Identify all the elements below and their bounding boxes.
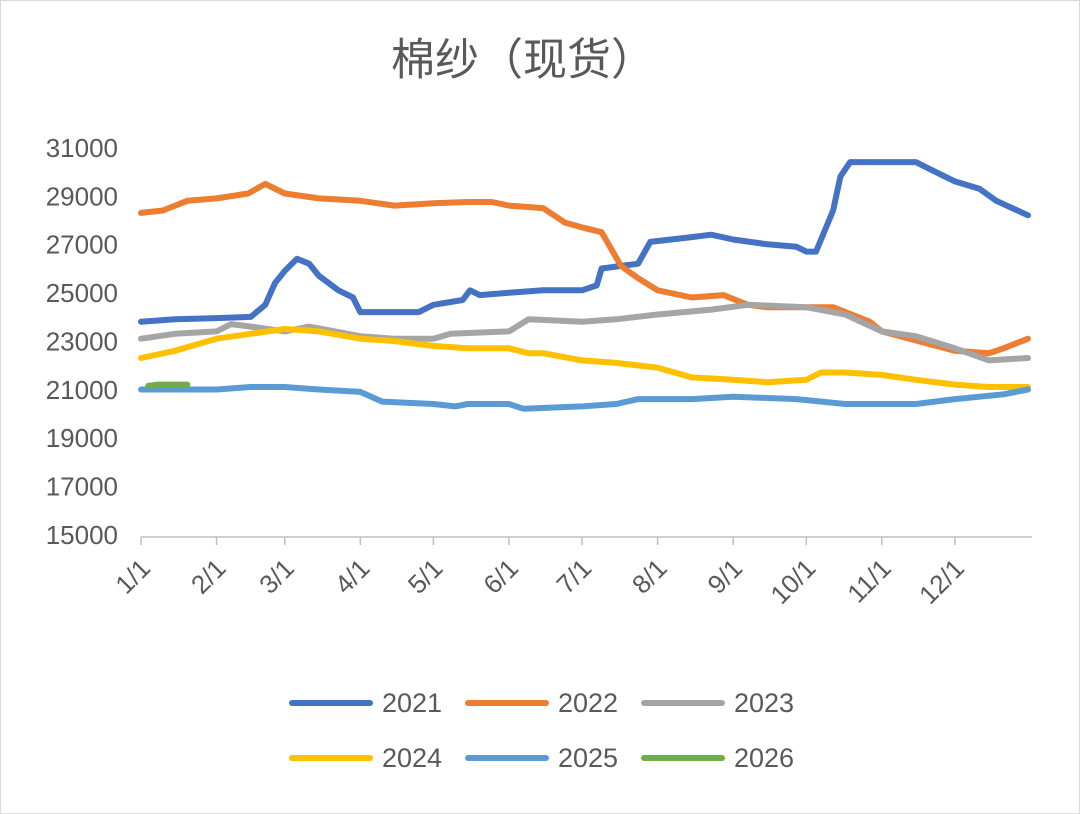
legend-label: 2023: [734, 688, 794, 718]
chart-title: 棉纱（现货）: [391, 36, 655, 85]
series-line: [138, 326, 1031, 390]
y-tick-label: 25000: [46, 278, 118, 308]
y-tick-label: 29000: [46, 181, 118, 211]
y-tick-label: 23000: [46, 326, 118, 356]
y-tick-label: 15000: [46, 520, 118, 550]
legend-label: 2024: [382, 743, 442, 773]
y-tick-label: 27000: [46, 230, 118, 260]
series-line: [138, 301, 1031, 364]
legend-label: 2025: [558, 743, 618, 773]
legend-label: 2026: [734, 743, 794, 773]
y-tick-label: 31000: [46, 133, 118, 163]
series-line: [138, 159, 1031, 325]
legend-label: 2022: [558, 688, 618, 718]
y-tick-label: 17000: [46, 472, 118, 502]
y-tick-label: 19000: [46, 423, 118, 453]
series-line: [145, 381, 191, 389]
y-tick-label: 21000: [46, 375, 118, 405]
series-line: [138, 384, 1031, 412]
legend-label: 2021: [382, 688, 442, 718]
